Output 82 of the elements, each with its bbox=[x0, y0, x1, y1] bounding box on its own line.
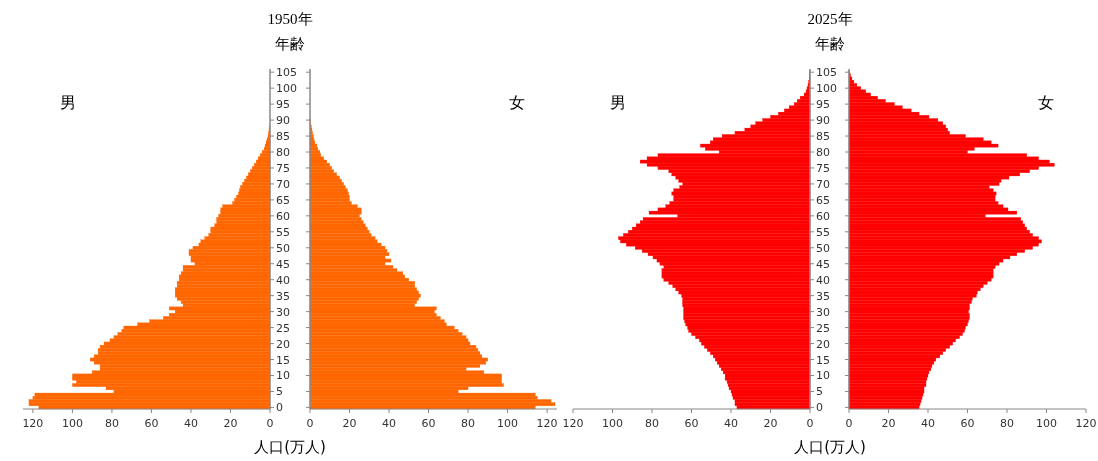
x-tick-label: 60 bbox=[144, 417, 159, 430]
y-tick-label: 50 bbox=[816, 241, 830, 255]
x-tick-label: 80 bbox=[645, 417, 659, 430]
y-tick-label: 15 bbox=[276, 353, 290, 367]
y-tick-label: 5 bbox=[276, 385, 283, 399]
y-tick-label: 25 bbox=[816, 321, 830, 335]
y-tick-label: 55 bbox=[276, 225, 290, 239]
x-tick-label: 80 bbox=[461, 417, 476, 430]
y-tick-label: 80 bbox=[276, 146, 290, 159]
x-axis-title: 人口(万人) bbox=[794, 438, 866, 456]
x-tick-label: 60 bbox=[960, 417, 975, 430]
x-tick-label: 60 bbox=[421, 417, 436, 430]
chart-title: 1950年 bbox=[267, 11, 313, 27]
x-tick-label: 120 bbox=[562, 417, 584, 430]
y-axis-title: 年齢 bbox=[275, 35, 305, 53]
annotation: 男 bbox=[610, 93, 626, 112]
x-tick-label: 100 bbox=[602, 417, 623, 430]
y-tick-label: 60 bbox=[276, 209, 290, 223]
y-tick-label: 75 bbox=[816, 161, 830, 175]
y-tick-label: 35 bbox=[816, 289, 830, 303]
y-tick-label: 45 bbox=[816, 257, 830, 271]
y-tick-label: 65 bbox=[816, 193, 830, 207]
y-tick-label: 90 bbox=[816, 114, 830, 128]
x-tick-label: 60 bbox=[684, 417, 699, 430]
x-tick-label: 100 bbox=[1036, 417, 1057, 430]
x-axis-title: 人口(万人) bbox=[254, 438, 326, 456]
y-tick-label: 70 bbox=[276, 177, 290, 191]
y-tick-label: 10 bbox=[816, 369, 830, 383]
x-tick-label: 80 bbox=[1000, 417, 1014, 430]
y-tick-label: 105 bbox=[276, 66, 297, 80]
x-tick-label: 0 bbox=[306, 417, 314, 430]
annotation: 女 bbox=[1038, 93, 1054, 112]
y-tick-label: 0 bbox=[276, 401, 283, 415]
y-tick-label: 30 bbox=[276, 305, 290, 319]
chart-title: 2025年 bbox=[807, 11, 853, 27]
x-tick-label: 120 bbox=[22, 417, 44, 430]
y-tick-label: 25 bbox=[276, 321, 290, 335]
x-tick-label: 40 bbox=[382, 417, 397, 430]
y-tick-label: 100 bbox=[276, 82, 297, 96]
annotation: 男 bbox=[60, 93, 76, 112]
y-tick-label: 40 bbox=[276, 273, 290, 287]
y-tick-label: 95 bbox=[276, 98, 290, 112]
annotation: 女 bbox=[509, 93, 525, 112]
x-tick-label: 20 bbox=[342, 417, 357, 430]
x-tick-label: 40 bbox=[921, 417, 935, 430]
x-tick-label: 0 bbox=[806, 417, 814, 430]
x-tick-label: 120 bbox=[1075, 417, 1097, 430]
y-tick-label: 35 bbox=[276, 289, 290, 303]
y-tick-label: 20 bbox=[276, 337, 290, 351]
y-tick-label: 10 bbox=[276, 369, 290, 383]
y-tick-label: 100 bbox=[816, 82, 837, 96]
x-tick-label: 20 bbox=[763, 417, 778, 430]
y-tick-label: 40 bbox=[816, 273, 830, 287]
y-tick-label: 70 bbox=[816, 177, 830, 191]
y-tick-label: 65 bbox=[276, 193, 290, 207]
y-tick-label: 85 bbox=[816, 130, 830, 144]
y-tick-label: 5 bbox=[816, 385, 823, 399]
x-tick-label: 40 bbox=[183, 417, 198, 430]
y-tick-label: 45 bbox=[276, 257, 290, 271]
y-tick-label: 105 bbox=[816, 66, 837, 80]
x-tick-label: 0 bbox=[266, 417, 274, 430]
x-tick-label: 20 bbox=[223, 417, 238, 430]
y-axis-title: 年齢 bbox=[815, 35, 845, 53]
y-tick-label: 90 bbox=[276, 114, 290, 128]
y-tick-label: 30 bbox=[816, 305, 830, 319]
x-tick-label: 80 bbox=[104, 417, 119, 430]
y-tick-label: 50 bbox=[276, 241, 290, 255]
x-tick-label: 40 bbox=[724, 417, 738, 430]
y-tick-label: 15 bbox=[816, 353, 830, 367]
x-tick-label: 100 bbox=[497, 417, 519, 430]
y-tick-label: 80 bbox=[816, 146, 830, 159]
y-tick-label: 75 bbox=[276, 161, 290, 175]
x-tick-label: 100 bbox=[61, 417, 83, 430]
y-tick-label: 95 bbox=[816, 98, 830, 112]
x-tick-label: 120 bbox=[536, 417, 558, 430]
y-tick-label: 20 bbox=[816, 337, 830, 351]
x-tick-label: 0 bbox=[845, 417, 853, 430]
y-tick-label: 0 bbox=[816, 401, 823, 415]
x-tick-label: 20 bbox=[881, 417, 896, 430]
y-tick-label: 60 bbox=[816, 209, 830, 223]
y-tick-label: 55 bbox=[816, 225, 830, 239]
y-tick-label: 85 bbox=[276, 130, 290, 144]
